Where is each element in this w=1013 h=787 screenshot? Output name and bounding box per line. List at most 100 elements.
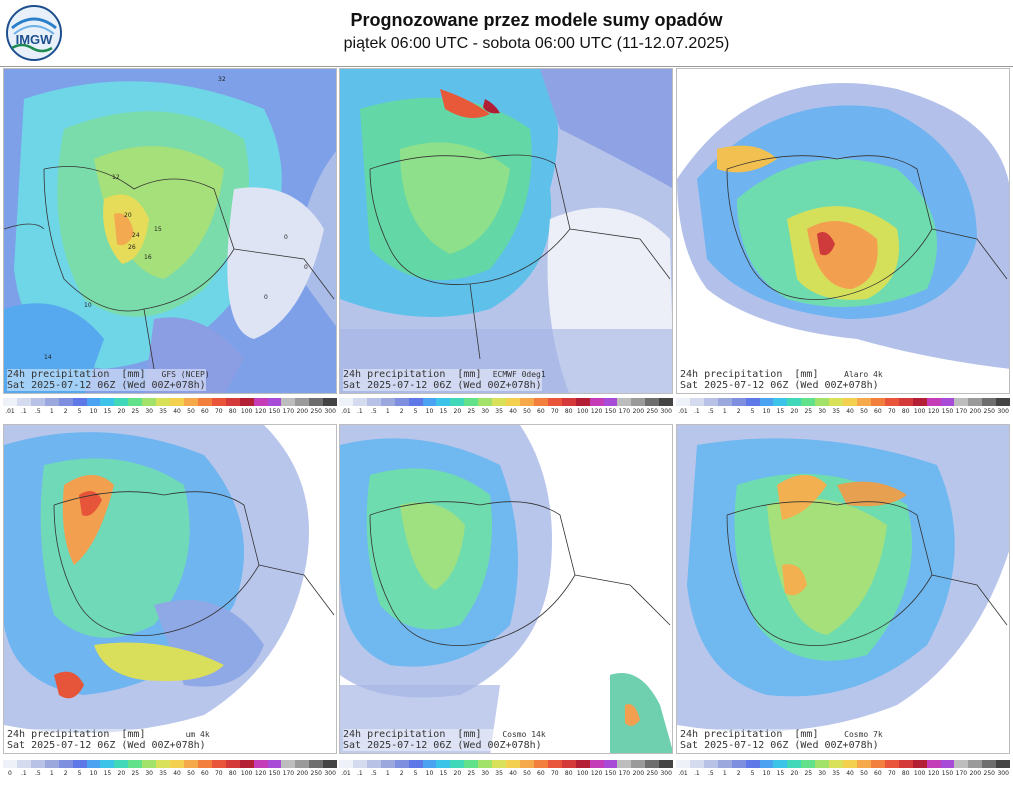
- scale-tick-label: .5: [34, 408, 41, 415]
- scale-swatch: [295, 760, 310, 768]
- panel-caption: 24h precipitation [mm] Sat 2025-07-12 06…: [680, 729, 883, 751]
- scale-tick-label: 10: [89, 770, 98, 777]
- scale-swatch: [44, 760, 59, 768]
- scale-tick-label: .5: [707, 408, 714, 415]
- scale-tick-label: 200: [969, 770, 982, 777]
- scale-tick-label: 300: [660, 770, 672, 777]
- scale-tick-label: 5: [77, 770, 82, 777]
- scale-tick-label: 10: [425, 770, 434, 777]
- scale-swatch: [801, 760, 816, 768]
- scale-tick-label: 20: [790, 770, 799, 777]
- scale-swatch: [422, 398, 437, 406]
- scale-swatch: [787, 398, 802, 406]
- scale-tick-label: 100: [913, 770, 926, 777]
- scale-tick-label: 1: [722, 770, 727, 777]
- scale-tick-label: 2: [399, 408, 404, 415]
- scale-tick-label: 170: [955, 408, 968, 415]
- scale-tick-label: 35: [159, 408, 167, 415]
- scale-swatch: [142, 760, 157, 768]
- scale-tick-label: 60: [537, 770, 545, 777]
- svg-text:10: 10: [84, 302, 92, 309]
- scale-swatch: [519, 398, 534, 406]
- scale-tick-label: 170: [618, 408, 631, 415]
- scale-tick-label: .01: [341, 408, 351, 415]
- scale-tick-label: 2: [736, 770, 741, 777]
- color-scale-cosmo7: .01.1.5 1 2 5 10 15 20 25 30 35 40 50 60 70 80 100 120 15…: [676, 760, 1010, 782]
- scale-swatch: [631, 760, 646, 768]
- scale-tick-label: 200: [969, 408, 982, 415]
- scale-swatch: [731, 398, 746, 406]
- scale-tick-label: 150: [941, 770, 954, 777]
- model-name: GFS (NCEP): [161, 370, 210, 379]
- scale-swatch: [16, 398, 31, 406]
- scale-tick-label: 25: [804, 408, 813, 415]
- scale-swatch: [759, 398, 774, 406]
- scale-tick-label: .01: [341, 770, 351, 777]
- scale-swatch: [253, 398, 268, 406]
- scale-swatch: [645, 398, 660, 406]
- scale-swatch: [676, 760, 690, 768]
- scale-swatch: [717, 398, 732, 406]
- scale-swatch: [547, 760, 562, 768]
- scale-swatch: [898, 760, 913, 768]
- scale-swatch: [856, 398, 871, 406]
- panel-caption: 24h precipitation [mm] Sat 2025-07-12 06…: [680, 369, 883, 391]
- scale-tick-label: 5: [750, 408, 755, 415]
- map-panel-alaro: 24h precipitation [mm] Sat 2025-07-12 06…: [676, 68, 1010, 394]
- panel-caption: 24h precipitation [mm] Sat 2025-07-12 06…: [343, 729, 546, 751]
- scale-tick-label: 15: [103, 770, 112, 777]
- scale-swatch: [100, 398, 115, 406]
- scale-tick-label: .1: [694, 770, 700, 777]
- scale-swatch: [114, 760, 129, 768]
- scale-swatch: [366, 760, 381, 768]
- scale-tick-label: 0: [8, 770, 12, 777]
- scale-tick-label: 1: [385, 770, 390, 777]
- model-name: um 4k: [185, 730, 210, 739]
- scale-bar: [3, 760, 337, 768]
- scale-tick-label: 20: [117, 770, 126, 777]
- svg-text:IMGW: IMGW: [16, 32, 54, 47]
- scale-swatch: [603, 398, 618, 406]
- scale-tick-label: 5: [413, 770, 418, 777]
- scale-swatch: [450, 760, 465, 768]
- scale-tick-label: 170: [282, 770, 295, 777]
- scale-ticks: .01.1.5 1 2 5 10 15 20 25 30 35 40 50 60 70 80 100 120 15…: [339, 407, 673, 417]
- scale-tick-label: 300: [324, 770, 336, 777]
- scale-swatch: [492, 760, 507, 768]
- scale-swatch: [281, 760, 296, 768]
- scale-tick-label: 30: [818, 770, 826, 777]
- svg-text:14: 14: [44, 354, 52, 361]
- scale-swatch: [829, 760, 844, 768]
- scale-bar: [676, 760, 1010, 768]
- scale-swatch: [3, 760, 17, 768]
- scale-swatch: [352, 398, 367, 406]
- page-title: Prognozowane przez modele sumy opadów: [350, 10, 723, 30]
- scale-swatch: [645, 760, 660, 768]
- scale-swatch: [996, 760, 1010, 768]
- scale-swatch: [492, 398, 507, 406]
- scale-tick-label: 120: [927, 770, 940, 777]
- scale-swatch: [856, 760, 871, 768]
- scale-tick-label: .5: [370, 408, 377, 415]
- scale-ticks: .01.1.5 1 2 5 10 15 20 25 30 35 40 50 60 70 80 100 120 15…: [676, 769, 1010, 779]
- svg-text:16: 16: [144, 254, 152, 261]
- scale-tick-label: 20: [790, 408, 799, 415]
- page-subtitle: piątek 06:00 UTC - sobota 06:00 UTC (11-…: [343, 35, 730, 52]
- scale-swatch: [884, 760, 899, 768]
- scale-swatch: [170, 760, 184, 768]
- scale-swatch: [197, 398, 212, 406]
- panel-caption: 24h precipitation [mm] Sat 2025-07-12 06…: [7, 369, 210, 391]
- model-name: Cosmo 7k: [844, 730, 883, 739]
- scale-tick-label: 100: [576, 770, 589, 777]
- scale-tick-label: 30: [481, 770, 489, 777]
- scale-swatch: [58, 398, 73, 406]
- scale-tick-label: 70: [887, 770, 896, 777]
- scale-swatch: [843, 760, 857, 768]
- scale-swatch: [323, 398, 337, 406]
- scale-tick-label: 150: [604, 770, 617, 777]
- scale-swatch: [309, 398, 324, 406]
- scale-tick-label: 35: [495, 408, 503, 415]
- scale-swatch: [394, 760, 409, 768]
- scale-swatch: [703, 760, 718, 768]
- svg-text:12: 12: [112, 174, 120, 181]
